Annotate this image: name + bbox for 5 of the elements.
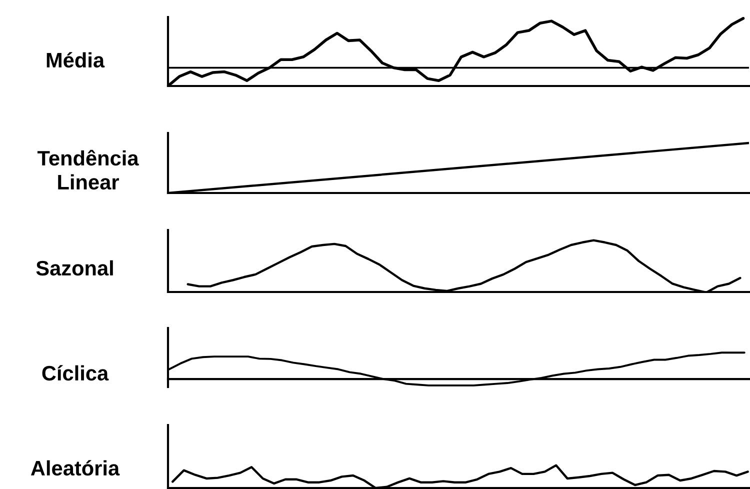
chart-title: Aleatória [30, 460, 120, 476]
text: Média [46, 52, 105, 68]
text: Sazonal [36, 260, 113, 276]
text: Tendência Linear [37, 150, 139, 190]
chart-title: Cíclica [42, 365, 109, 381]
